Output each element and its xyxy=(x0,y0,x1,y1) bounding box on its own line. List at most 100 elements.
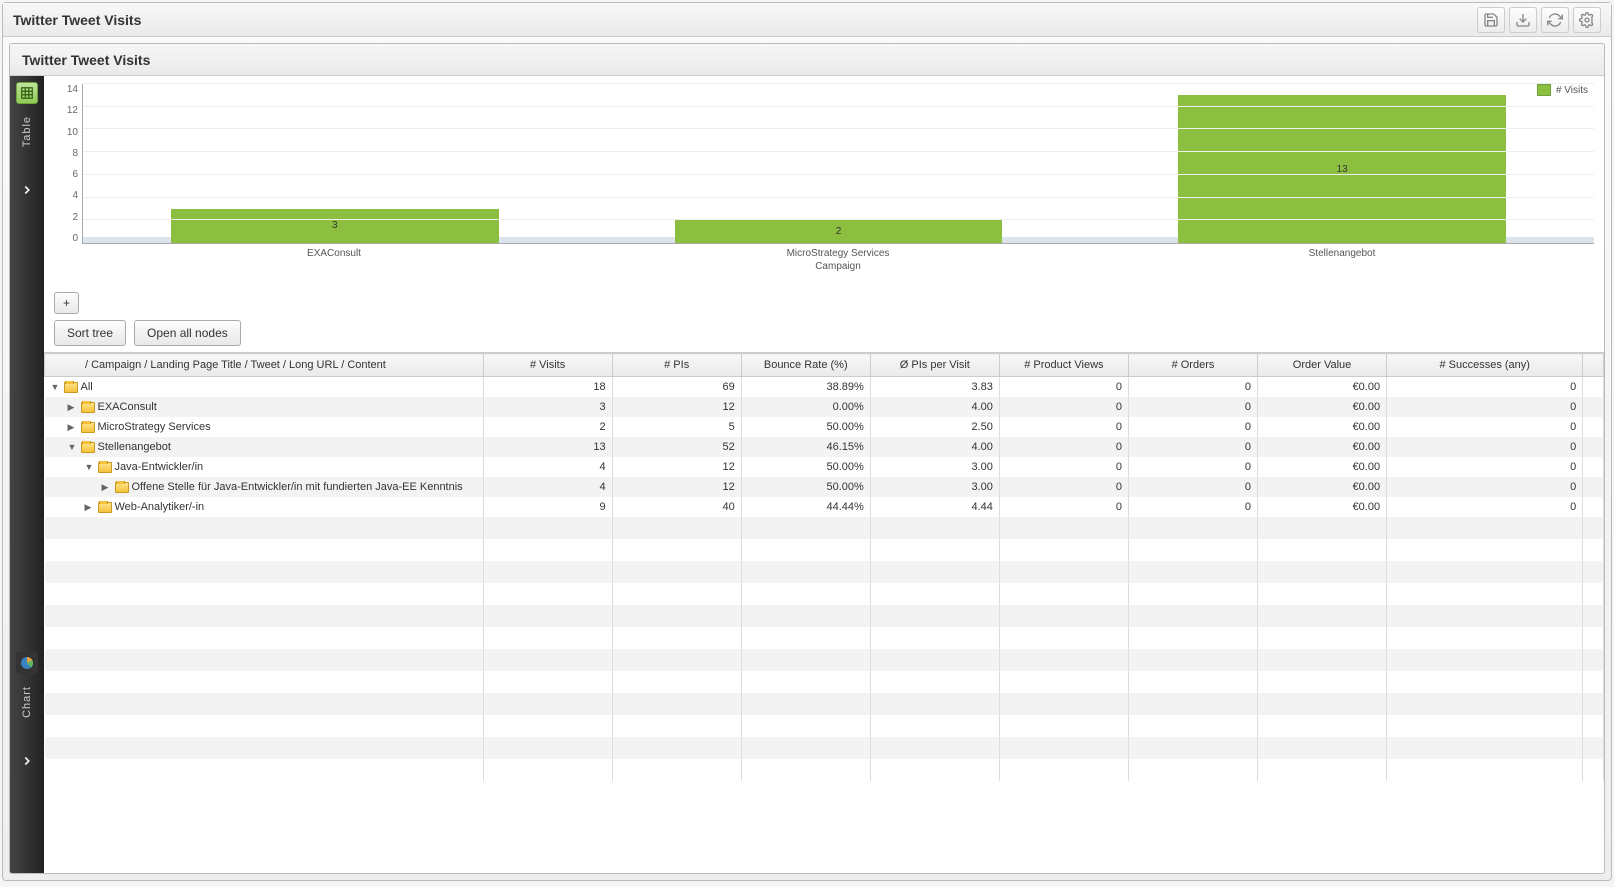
save-button[interactable] xyxy=(1477,7,1505,33)
column-header[interactable]: # Product Views xyxy=(999,354,1128,377)
column-header[interactable]: # PIs xyxy=(612,354,741,377)
grid-line xyxy=(83,106,1594,107)
bar[interactable]: 3 xyxy=(171,209,498,243)
data-cell: €0.00 xyxy=(1258,457,1387,477)
data-cell: 0 xyxy=(1128,497,1257,517)
table-row[interactable]: ▼All186938.89%3.8300€0.000 xyxy=(45,377,1604,398)
empty-row xyxy=(45,627,1604,649)
table-row[interactable]: ▼Java-Entwickler/in41250.00%3.0000€0.000 xyxy=(45,457,1604,477)
download-button[interactable] xyxy=(1509,7,1537,33)
collapse-icon[interactable]: ▼ xyxy=(85,462,95,472)
data-cell: 2.50 xyxy=(870,417,999,437)
collapse-icon[interactable]: ▼ xyxy=(51,382,61,392)
chart-icon xyxy=(16,652,38,674)
expand-icon[interactable]: ▶ xyxy=(102,482,112,493)
expand-icon[interactable]: ▶ xyxy=(68,422,78,433)
data-cell: 0 xyxy=(999,417,1128,437)
data-cell: 46.15% xyxy=(741,437,870,457)
data-cell: 38.89% xyxy=(741,377,870,398)
table-row[interactable]: ▶EXAConsult3120.00%4.0000€0.000 xyxy=(45,397,1604,417)
y-tick: 4 xyxy=(72,190,78,201)
row-label: Stellenangebot xyxy=(98,441,171,453)
data-cell: 0 xyxy=(999,497,1128,517)
sidebar-expand-table[interactable] xyxy=(20,181,34,202)
data-cell: 0 xyxy=(1387,457,1583,477)
add-button[interactable]: + xyxy=(54,292,79,314)
data-cell: 0 xyxy=(999,477,1128,497)
y-tick: 0 xyxy=(72,233,78,244)
left-sidebar: Table Chart xyxy=(10,76,44,873)
column-header[interactable]: Bounce Rate (%) xyxy=(741,354,870,377)
folder-icon xyxy=(98,502,112,513)
column-header[interactable]: Order Value xyxy=(1258,354,1387,377)
data-cell: 69 xyxy=(612,377,741,398)
empty-row xyxy=(45,605,1604,627)
data-cell: 0 xyxy=(1387,397,1583,417)
table-wrap[interactable]: / Campaign / Landing Page Title / Tweet … xyxy=(44,352,1604,873)
tree-controls-row: Sort tree Open all nodes xyxy=(44,320,1604,352)
x-label: Stellenangebot xyxy=(1090,244,1594,259)
y-tick: 6 xyxy=(72,169,78,180)
sub-title: Twitter Tweet Visits xyxy=(22,52,150,68)
sidebar-expand-chart[interactable] xyxy=(20,752,34,773)
table-header-row: / Campaign / Landing Page Title / Tweet … xyxy=(45,354,1604,377)
refresh-button[interactable] xyxy=(1541,7,1569,33)
data-cell: 13 xyxy=(483,437,612,457)
data-cell: 3 xyxy=(483,397,612,417)
data-cell: 0 xyxy=(1128,397,1257,417)
data-cell: 0 xyxy=(1387,437,1583,457)
cell-spacer xyxy=(1583,437,1604,457)
gear-icon xyxy=(1579,12,1595,28)
tree-cell: ▼ All xyxy=(45,377,484,398)
settings-button[interactable] xyxy=(1573,7,1601,33)
folder-icon xyxy=(81,422,95,433)
cell-spacer xyxy=(1583,497,1604,517)
column-header[interactable]: # Orders xyxy=(1128,354,1257,377)
x-label: EXAConsult xyxy=(82,244,586,259)
bar[interactable]: 2 xyxy=(675,220,1002,243)
column-header[interactable]: # Successes (any) xyxy=(1387,354,1583,377)
empty-row xyxy=(45,561,1604,583)
grid-line xyxy=(83,128,1594,129)
table-row[interactable]: ▶Web-Analytiker/-in94044.44%4.4400€0.000 xyxy=(45,497,1604,517)
tree-cell: ▶Offene Stelle für Java-Entwickler/in mi… xyxy=(45,477,484,497)
empty-row xyxy=(45,539,1604,561)
collapse-icon[interactable]: ▼ xyxy=(68,442,78,452)
cell-spacer xyxy=(1583,417,1604,437)
empty-row xyxy=(45,671,1604,693)
chart-x-title: Campaign xyxy=(82,259,1594,272)
data-cell: 0 xyxy=(1128,457,1257,477)
sidebar-section-table[interactable]: Table xyxy=(10,76,44,161)
open-all-nodes-button[interactable]: Open all nodes xyxy=(134,320,241,346)
table-body: ▼All186938.89%3.8300€0.000▶EXAConsult312… xyxy=(45,377,1604,782)
data-cell: 9 xyxy=(483,497,612,517)
expand-icon[interactable]: ▶ xyxy=(85,502,95,513)
tree-cell: ▶Web-Analytiker/-in xyxy=(45,497,484,517)
y-tick: 2 xyxy=(72,212,78,223)
column-header[interactable]: Ø PIs per Visit xyxy=(870,354,999,377)
bar[interactable]: 13 xyxy=(1178,95,1505,243)
folder-icon xyxy=(81,442,95,453)
data-cell: 0 xyxy=(999,457,1128,477)
row-label: All xyxy=(81,381,93,393)
column-header[interactable]: / Campaign / Landing Page Title / Tweet … xyxy=(45,354,484,377)
data-cell: €0.00 xyxy=(1258,417,1387,437)
folder-icon xyxy=(115,482,129,493)
sidebar-label-table: Table xyxy=(21,116,33,147)
y-tick: 8 xyxy=(72,148,78,159)
empty-row xyxy=(45,583,1604,605)
table-row[interactable]: ▶MicroStrategy Services2550.00%2.5000€0.… xyxy=(45,417,1604,437)
column-header[interactable]: # Visits xyxy=(483,354,612,377)
data-cell: 0 xyxy=(999,437,1128,457)
empty-row xyxy=(45,517,1604,539)
app-frame: Twitter Tweet Visits Twitter Tweet Visit… xyxy=(2,2,1612,881)
expand-icon[interactable]: ▶ xyxy=(68,402,78,413)
chart-y-axis: 14121086420 xyxy=(54,84,82,244)
cell-spacer xyxy=(1583,397,1604,417)
table-row[interactable]: ▶Offene Stelle für Java-Entwickler/in mi… xyxy=(45,477,1604,497)
sort-tree-button[interactable]: Sort tree xyxy=(54,320,126,346)
table-row[interactable]: ▼Stellenangebot135246.15%4.0000€0.000 xyxy=(45,437,1604,457)
bar-value-label: 2 xyxy=(836,226,842,237)
column-header-spacer xyxy=(1583,354,1604,377)
sidebar-section-chart[interactable]: Chart xyxy=(10,646,44,732)
